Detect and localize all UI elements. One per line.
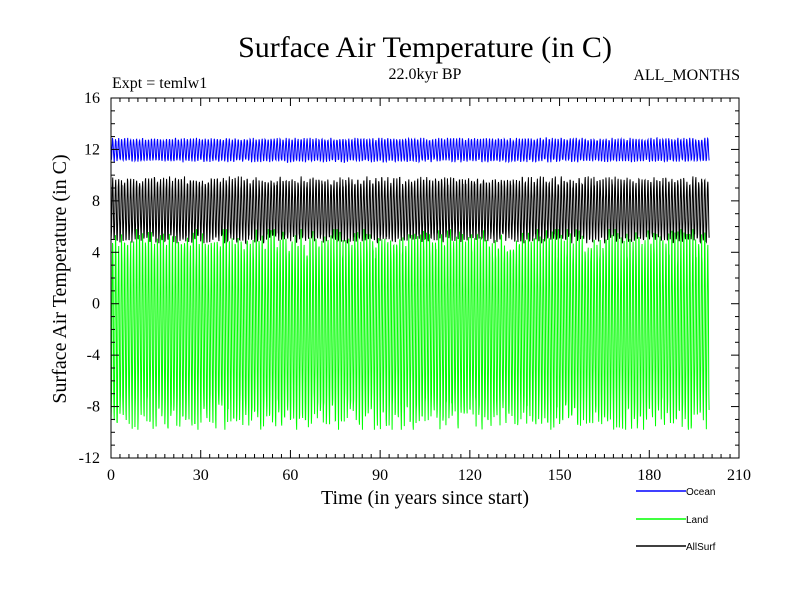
- legend-label-land: Land: [686, 515, 708, 526]
- y-tick-label: 16: [84, 90, 100, 107]
- series-land-line: [110, 229, 710, 430]
- x-tick-label: 0: [107, 467, 115, 484]
- x-tick-label: 120: [458, 467, 482, 484]
- chart-subtitle: 22.0kyr BP: [389, 66, 462, 83]
- x-tick-label: 210: [727, 467, 751, 484]
- axes: 0 30 60 90 120 150 180 210 -12 -8 -4 0 4 8 12 16: [79, 90, 751, 484]
- expt-label: Expt = temlw1: [112, 75, 207, 92]
- y-tick-label: 4: [92, 244, 100, 261]
- x-axis-label: Time (in years since start): [321, 487, 529, 509]
- x-tick-label: 30: [193, 467, 209, 484]
- legend-label-allsurf: AllSurf: [686, 542, 716, 553]
- y-tick-label: 8: [92, 193, 100, 210]
- y-tick-label: -12: [79, 450, 100, 467]
- y-tick-label: 12: [84, 141, 100, 158]
- y-tick-label: 0: [92, 296, 100, 313]
- x-tick-label: 60: [282, 467, 298, 484]
- months-label: ALL_MONTHS: [633, 67, 740, 84]
- chart-title: Surface Air Temperature (in C): [238, 31, 612, 64]
- series-ocean-line: [110, 136, 710, 164]
- series-allsurf-line: [110, 176, 710, 245]
- legend: Ocean Land AllSurf: [636, 487, 716, 553]
- y-axis-label: Surface Air Temperature (in C): [49, 154, 71, 403]
- series-layer: [110, 136, 710, 430]
- y-tick-label: -8: [87, 399, 100, 416]
- y-tick-label: -4: [87, 347, 100, 364]
- x-tick-label: 150: [548, 467, 572, 484]
- x-tick-label: 90: [372, 467, 388, 484]
- x-tick-label: 180: [637, 467, 661, 484]
- legend-label-ocean: Ocean: [686, 487, 715, 498]
